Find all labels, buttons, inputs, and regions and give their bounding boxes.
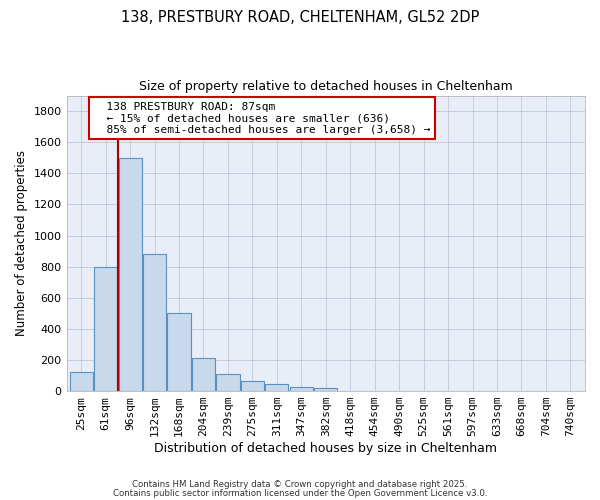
Bar — [119, 158, 142, 391]
Text: Contains public sector information licensed under the Open Government Licence v3: Contains public sector information licen… — [113, 488, 487, 498]
Bar — [70, 372, 93, 391]
Y-axis label: Number of detached properties: Number of detached properties — [15, 150, 28, 336]
Bar — [290, 387, 313, 391]
Bar — [192, 358, 215, 391]
Text: 138 PRESTBURY ROAD: 87sqm
  ← 15% of detached houses are smaller (636)
  85% of : 138 PRESTBURY ROAD: 87sqm ← 15% of detac… — [94, 102, 431, 135]
Bar — [143, 254, 166, 391]
Bar — [241, 381, 264, 391]
Bar — [217, 374, 239, 391]
Text: 138, PRESTBURY ROAD, CHELTENHAM, GL52 2DP: 138, PRESTBURY ROAD, CHELTENHAM, GL52 2D… — [121, 10, 479, 25]
X-axis label: Distribution of detached houses by size in Cheltenham: Distribution of detached houses by size … — [154, 442, 497, 455]
Text: Contains HM Land Registry data © Crown copyright and database right 2025.: Contains HM Land Registry data © Crown c… — [132, 480, 468, 489]
Bar — [94, 266, 117, 391]
Bar — [167, 314, 191, 391]
Bar — [265, 384, 289, 391]
Title: Size of property relative to detached houses in Cheltenham: Size of property relative to detached ho… — [139, 80, 512, 93]
Bar — [314, 388, 337, 391]
